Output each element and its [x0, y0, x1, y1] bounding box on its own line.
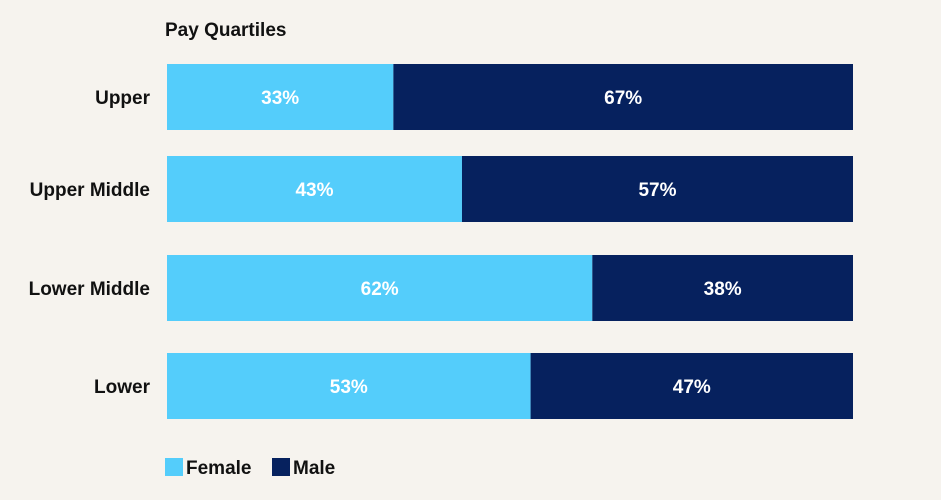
- bar-female-lower: [167, 353, 531, 419]
- data-label-female-upper: 33%: [261, 88, 299, 109]
- data-label-male-lower: 47%: [673, 377, 711, 398]
- data-labels: 33% 67% 43% 57% 62% 38% 53% 47%: [261, 88, 742, 398]
- category-label-lower: Lower: [94, 377, 151, 398]
- chart-title: Pay Quartiles: [165, 20, 286, 41]
- bar-female-upper: [167, 64, 394, 130]
- category-labels: Upper Upper Middle Lower Middle Lower: [29, 88, 151, 398]
- legend-label-male: Male: [293, 458, 335, 479]
- category-label-lower-middle: Lower Middle: [29, 279, 150, 300]
- legend-swatch-female: [165, 458, 183, 476]
- bar-male-lower-middle: [592, 255, 853, 321]
- bar-female-upper-middle: [167, 156, 462, 222]
- data-label-female-lower-middle: 62%: [361, 279, 399, 300]
- category-label-upper-middle: Upper Middle: [30, 180, 150, 201]
- category-label-upper: Upper: [95, 88, 151, 109]
- bar-male-lower: [530, 353, 853, 419]
- data-label-male-upper: 67%: [604, 88, 642, 109]
- data-label-female-upper-middle: 43%: [295, 180, 333, 201]
- data-label-male-upper-middle: 57%: [638, 180, 676, 201]
- legend-label-female: Female: [186, 458, 251, 479]
- legend-swatch-male: [272, 458, 290, 476]
- bars: [167, 64, 853, 419]
- bar-male-upper: [393, 64, 853, 130]
- data-label-female-lower: 53%: [330, 377, 368, 398]
- bar-female-lower-middle: [167, 255, 593, 321]
- bar-male-upper-middle: [461, 156, 853, 222]
- legend: Female Male: [165, 458, 335, 479]
- data-label-male-lower-middle: 38%: [704, 279, 742, 300]
